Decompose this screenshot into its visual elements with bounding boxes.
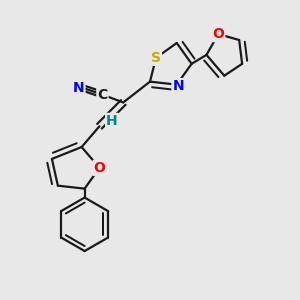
Text: C: C [97,88,108,102]
Text: S: S [151,51,161,65]
Text: O: O [94,161,105,175]
Text: N: N [73,81,85,94]
Text: O: O [212,27,224,41]
Text: N: N [172,79,184,93]
Text: H: H [106,114,118,128]
